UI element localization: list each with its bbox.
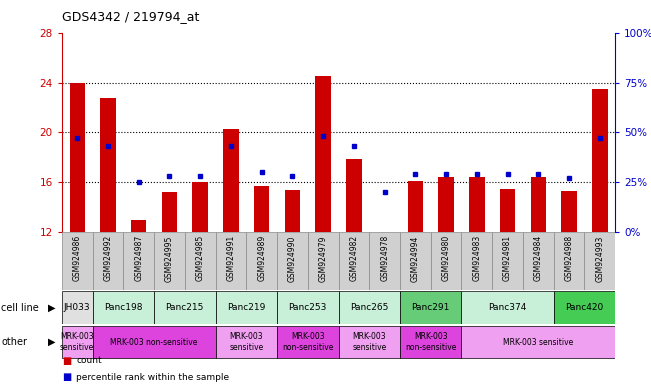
Text: ▶: ▶ [48, 337, 55, 347]
Bar [438, 177, 454, 232]
Text: MRK-003
non-sensitive: MRK-003 non-sensitive [282, 333, 333, 352]
Bar [161, 192, 177, 232]
Bar [316, 76, 331, 232]
Text: GSM924978: GSM924978 [380, 235, 389, 281]
Text: GSM924986: GSM924986 [73, 235, 82, 281]
Text: Panc219: Panc219 [227, 303, 266, 312]
Bar [277, 326, 339, 358]
Text: ■: ■ [62, 356, 71, 366]
Bar [193, 182, 208, 232]
Text: Panc198: Panc198 [104, 303, 143, 312]
Bar [62, 232, 92, 290]
Text: Panc215: Panc215 [165, 303, 204, 312]
Bar [585, 232, 615, 290]
Bar [469, 177, 484, 232]
Bar [223, 129, 239, 232]
Bar [100, 98, 116, 232]
Bar [308, 232, 339, 290]
Bar [400, 291, 462, 324]
Text: Panc374: Panc374 [488, 303, 527, 312]
Bar [561, 191, 577, 232]
Text: Panc291: Panc291 [411, 303, 450, 312]
Text: GSM924981: GSM924981 [503, 235, 512, 281]
Bar [277, 232, 308, 290]
Text: cell line: cell line [1, 303, 39, 313]
Text: GSM924988: GSM924988 [564, 235, 574, 281]
Bar [62, 291, 92, 324]
Bar [408, 181, 423, 232]
Bar [254, 186, 270, 232]
Text: Panc265: Panc265 [350, 303, 389, 312]
Text: ▶: ▶ [48, 303, 55, 313]
Bar [284, 190, 300, 232]
Bar [462, 291, 554, 324]
Bar [346, 159, 361, 232]
Text: GSM924992: GSM924992 [104, 235, 113, 281]
Bar [592, 89, 607, 232]
Bar [70, 83, 85, 232]
Bar [92, 291, 154, 324]
Text: GSM924987: GSM924987 [134, 235, 143, 281]
Text: GSM924993: GSM924993 [595, 235, 604, 281]
Text: GSM924982: GSM924982 [350, 235, 359, 281]
Text: MRK-003
non-sensitive: MRK-003 non-sensitive [405, 333, 456, 352]
Bar [339, 291, 400, 324]
Text: GSM924994: GSM924994 [411, 235, 420, 281]
Bar [400, 326, 462, 358]
Text: other: other [1, 337, 27, 347]
Bar [523, 232, 554, 290]
Text: GSM924983: GSM924983 [473, 235, 481, 281]
Bar [431, 232, 462, 290]
Bar [185, 232, 215, 290]
Text: Panc253: Panc253 [288, 303, 327, 312]
Bar [492, 232, 523, 290]
Text: GSM924989: GSM924989 [257, 235, 266, 281]
Text: GSM924991: GSM924991 [227, 235, 236, 281]
Bar [554, 232, 585, 290]
Bar [123, 232, 154, 290]
Bar [246, 232, 277, 290]
Text: GSM924990: GSM924990 [288, 235, 297, 281]
Bar [554, 291, 615, 324]
Bar [462, 232, 492, 290]
Bar [377, 232, 393, 235]
Text: GSM924984: GSM924984 [534, 235, 543, 281]
Text: MRK-003
sensitive: MRK-003 sensitive [60, 333, 94, 352]
Bar [531, 177, 546, 232]
Bar [215, 291, 277, 324]
Bar [215, 326, 277, 358]
Bar [462, 326, 615, 358]
Bar [215, 232, 246, 290]
Text: JH033: JH033 [64, 303, 90, 312]
Bar [92, 232, 123, 290]
Bar [131, 220, 146, 232]
Text: MRK-003
sensitive: MRK-003 sensitive [229, 333, 264, 352]
Text: GSM924995: GSM924995 [165, 235, 174, 281]
Text: ■: ■ [62, 372, 71, 382]
Text: GSM924980: GSM924980 [441, 235, 450, 281]
Bar [369, 232, 400, 290]
Text: GSM924985: GSM924985 [196, 235, 204, 281]
Text: MRK-003 sensitive: MRK-003 sensitive [503, 338, 574, 347]
Bar [62, 326, 92, 358]
Bar [400, 232, 431, 290]
Text: Panc420: Panc420 [565, 303, 603, 312]
Text: GSM924979: GSM924979 [318, 235, 327, 281]
Bar [277, 291, 339, 324]
Text: MRK-003
sensitive: MRK-003 sensitive [352, 333, 387, 352]
Bar [500, 189, 516, 232]
Bar [339, 232, 369, 290]
Bar [154, 232, 185, 290]
Bar [92, 326, 215, 358]
Text: MRK-003 non-sensitive: MRK-003 non-sensitive [111, 338, 198, 347]
Text: GDS4342 / 219794_at: GDS4342 / 219794_at [62, 10, 199, 23]
Text: count: count [76, 356, 102, 366]
Text: percentile rank within the sample: percentile rank within the sample [76, 372, 229, 382]
Bar [339, 326, 400, 358]
Bar [154, 291, 215, 324]
